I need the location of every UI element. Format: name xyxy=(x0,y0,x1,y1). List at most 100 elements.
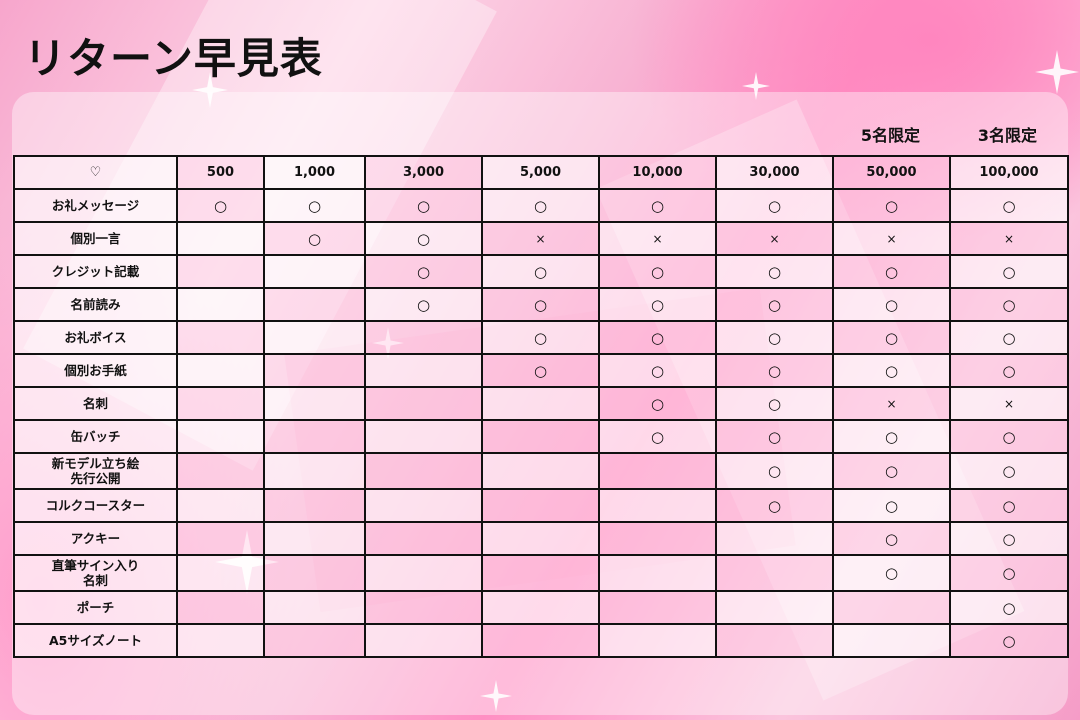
column-header: 500 xyxy=(176,155,265,190)
empty-cell xyxy=(263,353,366,388)
empty-cell xyxy=(263,287,366,322)
empty-cell xyxy=(481,488,600,523)
empty-cell xyxy=(715,554,834,592)
limit-label-50000: 5名限定 xyxy=(860,126,921,145)
table-row: A5サイズノート ○ xyxy=(13,623,1069,658)
circle-icon: ○ xyxy=(598,386,717,421)
empty-cell xyxy=(832,623,951,658)
empty-cell xyxy=(481,521,600,556)
table-row: 直筆サイン入り 名刺 ○ ○ xyxy=(13,554,1069,592)
empty-cell xyxy=(598,623,717,658)
circle-icon: ○ xyxy=(715,254,834,289)
table-row: お礼メッセージ ○ ○ ○ ○ ○ ○ ○ ○ xyxy=(13,188,1069,223)
row-label: 個別一言 xyxy=(13,221,178,256)
circle-icon: ○ xyxy=(832,554,951,592)
table-row: アクキー ○ ○ xyxy=(13,521,1069,556)
circle-icon: ○ xyxy=(598,353,717,388)
empty-cell xyxy=(263,623,366,658)
column-header: 1,000 xyxy=(263,155,366,190)
empty-cell xyxy=(481,590,600,625)
circle-icon: ○ xyxy=(949,452,1069,490)
table-row: お礼ボイス ○ ○ ○ ○ ○ xyxy=(13,320,1069,355)
circle-icon: ○ xyxy=(715,353,834,388)
heart-outline-icon: ♡ xyxy=(13,155,178,190)
circle-icon: ○ xyxy=(715,188,834,223)
empty-cell xyxy=(364,419,483,454)
circle-icon: ○ xyxy=(949,554,1069,592)
circle-icon: ○ xyxy=(832,488,951,523)
empty-cell xyxy=(364,521,483,556)
empty-cell xyxy=(176,521,265,556)
row-label: 名刺 xyxy=(13,386,178,421)
circle-icon: ○ xyxy=(715,488,834,523)
empty-cell xyxy=(364,386,483,421)
circle-icon: ○ xyxy=(832,419,951,454)
empty-cell xyxy=(176,623,265,658)
empty-cell xyxy=(176,221,265,256)
empty-cell xyxy=(598,554,717,592)
empty-cell xyxy=(263,590,366,625)
empty-cell xyxy=(364,554,483,592)
row-label: 名前読み xyxy=(13,287,178,322)
empty-cell xyxy=(364,590,483,625)
circle-icon: ○ xyxy=(949,521,1069,556)
table-row: 個別一言 ○ ○ × × × × × xyxy=(13,221,1069,256)
empty-cell xyxy=(176,488,265,523)
circle-icon: ○ xyxy=(949,353,1069,388)
empty-cell xyxy=(364,320,483,355)
empty-cell xyxy=(364,623,483,658)
circle-icon: ○ xyxy=(715,419,834,454)
empty-cell xyxy=(832,590,951,625)
circle-icon: ○ xyxy=(949,188,1069,223)
row-label: ポーチ xyxy=(13,590,178,625)
row-label: 個別お手紙 xyxy=(13,353,178,388)
circle-icon: ○ xyxy=(598,254,717,289)
circle-icon: ○ xyxy=(481,287,600,322)
empty-cell xyxy=(364,488,483,523)
circle-icon: ○ xyxy=(832,287,951,322)
column-header: 30,000 xyxy=(715,155,834,190)
empty-cell xyxy=(263,254,366,289)
empty-cell xyxy=(715,521,834,556)
empty-cell xyxy=(481,419,600,454)
column-header: 50,000 xyxy=(832,155,951,190)
cross-icon: × xyxy=(832,386,951,421)
circle-icon: ○ xyxy=(832,254,951,289)
returns-table: ♡ 500 1,000 3,000 5,000 10,000 30,000 50,000 10… xyxy=(13,155,1069,658)
row-label: お礼ボイス xyxy=(13,320,178,355)
empty-cell xyxy=(176,254,265,289)
circle-icon: ○ xyxy=(715,386,834,421)
row-label: 直筆サイン入り 名刺 xyxy=(13,554,178,592)
column-header: 3,000 xyxy=(364,155,483,190)
circle-icon: ○ xyxy=(176,188,265,223)
empty-cell xyxy=(364,452,483,490)
circle-icon: ○ xyxy=(949,488,1069,523)
table-row: コルクコースター ○ ○ ○ xyxy=(13,488,1069,523)
empty-cell xyxy=(263,419,366,454)
table-row: 名前読み ○ ○ ○ ○ ○ ○ xyxy=(13,287,1069,322)
empty-cell xyxy=(481,452,600,490)
circle-icon: ○ xyxy=(832,452,951,490)
empty-cell xyxy=(715,590,834,625)
circle-icon: ○ xyxy=(598,419,717,454)
table-row: ポーチ ○ xyxy=(13,590,1069,625)
circle-icon: ○ xyxy=(481,188,600,223)
circle-icon: ○ xyxy=(949,320,1069,355)
table-row: 個別お手紙 ○ ○ ○ ○ ○ xyxy=(13,353,1069,388)
empty-cell xyxy=(176,353,265,388)
table-row: 名刺 ○ ○ × × xyxy=(13,386,1069,421)
column-header: 10,000 xyxy=(598,155,717,190)
circle-icon: ○ xyxy=(715,287,834,322)
cross-icon: × xyxy=(832,221,951,256)
circle-icon: ○ xyxy=(364,287,483,322)
circle-icon: ○ xyxy=(949,590,1069,625)
column-header: 100,000 xyxy=(949,155,1069,190)
empty-cell xyxy=(598,590,717,625)
circle-icon: ○ xyxy=(598,287,717,322)
cross-icon: × xyxy=(715,221,834,256)
empty-cell xyxy=(263,452,366,490)
empty-cell xyxy=(176,590,265,625)
circle-icon: ○ xyxy=(364,221,483,256)
circle-icon: ○ xyxy=(481,353,600,388)
empty-cell xyxy=(176,386,265,421)
